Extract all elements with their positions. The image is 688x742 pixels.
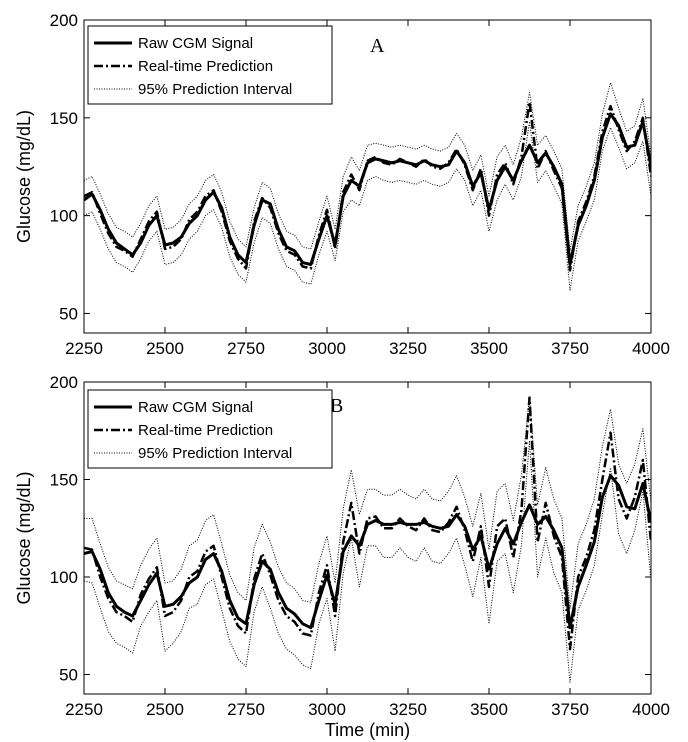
y-tick-label: 150 [50, 109, 78, 128]
y-tick-label: 200 [50, 373, 78, 392]
series-line-dash-dot [84, 100, 651, 272]
y-tick-label: 150 [50, 471, 78, 490]
x-tick-label: 2500 [146, 700, 184, 719]
y-tick-label: 50 [59, 304, 78, 323]
axes-box [83, 19, 652, 334]
axes-box [83, 381, 652, 695]
series-group [84, 82, 651, 291]
x-tick-label: 3250 [389, 339, 427, 358]
legend-label: Real-time Prediction [138, 422, 273, 439]
x-tick-label: 3750 [551, 700, 589, 719]
x-tick-label: 3000 [308, 339, 346, 358]
legend: Raw CGM Signal Real-time Prediction 95% Pr… [87, 389, 333, 469]
x-tick-label: 4000 [632, 339, 670, 358]
x-tick-label: 2750 [227, 339, 265, 358]
series-line-dotted-lower [84, 440, 651, 683]
chart-panel-a: 2250 2500 2750 3000 3250 3500 3750 4000 50 100 150… [14, 11, 670, 358]
chart-panel-b: 2250 2500 2750 3000 3250 3500 3750 4000 50 100 150… [14, 373, 670, 740]
series-line-solid [84, 474, 651, 630]
legend-label: Real-time Prediction [138, 58, 273, 75]
y-tick-label: 100 [50, 568, 78, 587]
x-tick-label: 4000 [632, 700, 670, 719]
legend-label: Raw CGM Signal [138, 35, 253, 52]
series-line-dash-dot [84, 396, 651, 651]
y-axis-title: Glucose (mg/dL) [14, 110, 34, 243]
legend-label: 95% Prediction Interval [138, 445, 292, 462]
x-tick-label: 3500 [470, 339, 508, 358]
x-tick-label: 2500 [146, 339, 184, 358]
series-line-dotted-lower [84, 121, 651, 291]
x-tick-label: 2250 [65, 700, 103, 719]
legend: Raw CGM Signal Real-time Prediction 95% Pr… [87, 25, 333, 105]
y-tick-label: 50 [59, 666, 78, 685]
x-tick-label: 2250 [65, 339, 103, 358]
panel-letter: A [370, 35, 385, 57]
x-tick-label: 3750 [551, 339, 589, 358]
legend-label: Raw CGM Signal [138, 399, 253, 416]
x-axis-title: Time (min) [325, 720, 410, 740]
y-tick-label: 100 [50, 207, 78, 226]
x-tick-label: 3250 [389, 700, 427, 719]
y-tick-label: 200 [50, 11, 78, 30]
x-tick-label: 2750 [227, 700, 265, 719]
x-tick-label: 3500 [470, 700, 508, 719]
panel-letter: B [330, 395, 343, 417]
legend-label: 95% Prediction Interval [138, 81, 292, 98]
series-line-dotted-upper [84, 397, 651, 609]
series-line-dotted-upper [84, 82, 651, 252]
series-group [84, 396, 651, 683]
y-axis-title: Glucose (mg/dL) [14, 471, 34, 604]
x-tick-label: 3000 [308, 700, 346, 719]
series-line-solid [84, 112, 651, 266]
